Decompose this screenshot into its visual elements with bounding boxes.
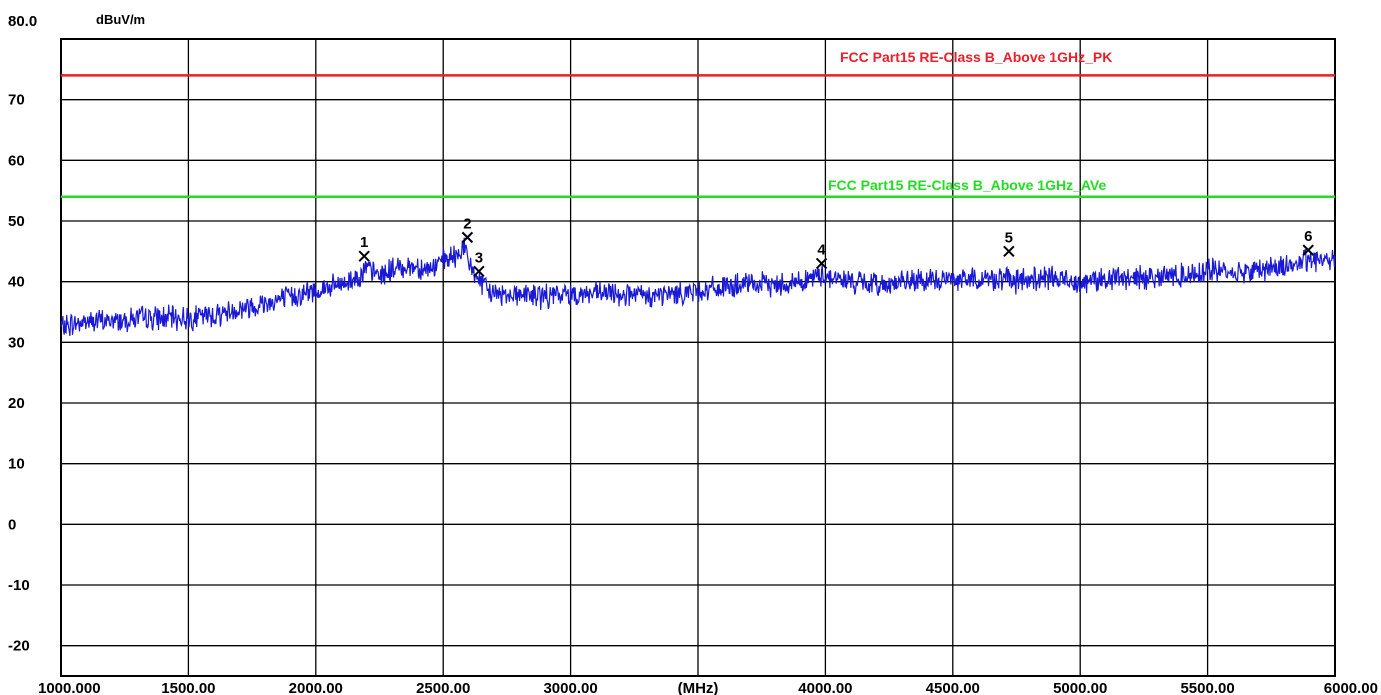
marker-x-stroke [1003,245,1015,258]
marker-x-stroke [815,257,828,270]
y-tick-label: 80.0 [8,13,37,30]
x-tick-label: (MHz) [678,680,719,695]
x-tick-label: 1000.000 [38,680,101,695]
x-tick-label: 2000.00 [289,680,343,695]
limit-lines: FCC Part15 RE-Class B_Above 1GHz_PK FCC P… [61,49,1335,198]
marker: 1 [358,234,370,262]
marker-x-stroke [461,231,474,244]
x-tick-label: 5000.00 [1053,680,1107,695]
x-tick-label: 4500.00 [926,680,980,695]
grid [61,39,1335,676]
marker-label: 4 [817,241,826,258]
axes: 80.0 70 60 50 40 30 20 10 0 -10 -20 1000.000 1500.00… [8,12,1378,695]
marker-x-stroke [1302,244,1314,256]
limit-line-label: FCC Part15 RE-Class B_Above 1GHz_PK [840,49,1112,65]
series [60,237,1336,336]
y-tick-label: 30 [8,334,25,351]
y-tick-label: 10 [8,456,25,473]
y-tick-label: -20 [8,638,30,655]
marker-label: 6 [1304,228,1312,245]
marker: 3 [473,249,485,278]
marker-x-stroke [473,265,485,278]
marker: 5 [1003,229,1015,258]
x-tick-label: 2500.00 [416,680,470,695]
marker-label: 2 [463,215,471,232]
x-tick-label: 4000.00 [798,680,852,695]
y-tick-label: 20 [8,395,25,412]
marker-label: 1 [360,234,368,251]
x-tick-label: 6000.00 [1324,680,1378,695]
markers: 123 45 6 [358,215,1314,278]
y-tick-label: -10 [8,577,30,594]
marker: 2 [461,215,474,244]
x-tick-label: 1500.00 [161,680,215,695]
measurement-trace [60,237,1336,336]
y-unit-label: dBuV/m [96,12,145,27]
marker-label: 3 [475,249,483,266]
y-tick-label: 60 [8,152,25,169]
y-tick-label: 70 [8,92,25,109]
marker: 4 [815,241,828,270]
y-tick-label: 50 [8,213,25,230]
y-tick-label: 0 [8,516,16,533]
marker: 6 [1302,228,1314,256]
x-tick-label: 5500.00 [1180,680,1234,695]
y-tick-label: 40 [8,274,25,291]
limit-line-label: FCC Part15 RE-Class B_Above 1GHz_AVe [828,177,1106,193]
marker-x-stroke [358,250,370,262]
x-tick-label: 3000.00 [543,680,597,695]
marker-label: 5 [1005,229,1013,246]
